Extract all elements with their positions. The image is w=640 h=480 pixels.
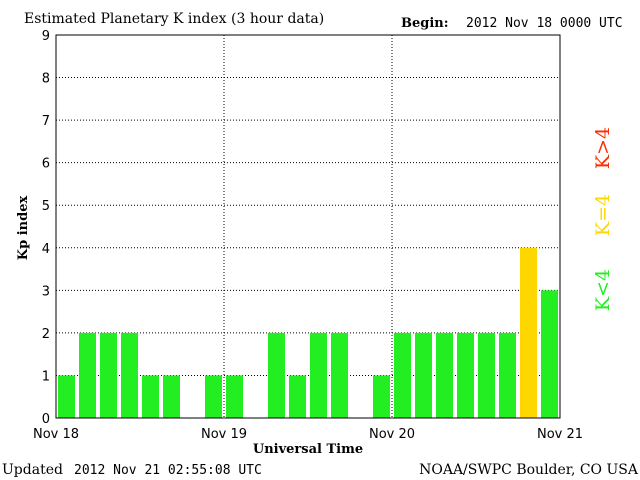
bars-group bbox=[58, 247, 558, 418]
kp-bar bbox=[205, 375, 222, 418]
y-tick-label: 0 bbox=[42, 412, 50, 427]
kp-bar bbox=[394, 332, 411, 418]
x-axis-label: Universal Time bbox=[253, 442, 363, 457]
kp-bar bbox=[100, 332, 117, 418]
begin-value: 2012 Nov 18 0000 UTC bbox=[466, 16, 623, 31]
updated-value: 2012 Nov 21 02:55:08 UTC bbox=[74, 463, 262, 478]
kp-bar bbox=[331, 332, 348, 418]
kp-bar bbox=[310, 332, 327, 418]
kp-bar bbox=[541, 290, 558, 418]
y-tick-label: 4 bbox=[42, 242, 50, 257]
plot-frame bbox=[55, 34, 561, 419]
y-tick-label: 3 bbox=[42, 284, 50, 299]
y-tick-label: 2 bbox=[42, 327, 50, 342]
x-tick-labels: Nov 18 Nov 19 Nov 20 Nov 21 bbox=[33, 427, 583, 442]
y-axis-label: Kp index bbox=[16, 196, 31, 261]
kp-bar bbox=[457, 332, 474, 418]
begin-label: Begin: bbox=[401, 16, 449, 31]
x-tick-label: Nov 19 bbox=[201, 427, 247, 442]
x-tick-label: Nov 18 bbox=[33, 427, 79, 442]
kp-bar bbox=[79, 332, 96, 418]
kp-bar bbox=[121, 332, 138, 418]
kp-bar bbox=[142, 375, 159, 418]
kp-bar bbox=[415, 332, 432, 418]
y-tick-label: 6 bbox=[42, 157, 50, 172]
kp-bar bbox=[478, 332, 495, 418]
kp-bar bbox=[499, 332, 516, 418]
y-tick-label: 7 bbox=[42, 114, 50, 129]
kp-bar bbox=[163, 375, 180, 418]
kp-bar bbox=[58, 375, 75, 418]
updated-label: Updated bbox=[2, 462, 63, 478]
y-tick-labels: 0 1 2 3 4 5 6 7 8 9 bbox=[42, 29, 50, 427]
y-tick-label: 5 bbox=[42, 199, 50, 214]
kp-bar bbox=[373, 375, 390, 418]
source-credit: NOAA/SWPC Boulder, CO USA bbox=[419, 462, 639, 478]
legend-k-equal-4: K=4 bbox=[592, 194, 614, 236]
y-tick-label: 8 bbox=[42, 72, 50, 87]
kp-bar bbox=[268, 332, 285, 418]
kp-bar bbox=[289, 375, 306, 418]
x-tick-label: Nov 20 bbox=[369, 427, 415, 442]
x-tick-label: Nov 21 bbox=[537, 427, 583, 442]
y-tick-label: 1 bbox=[42, 369, 50, 384]
y-tick-label: 9 bbox=[42, 29, 50, 44]
grid-lines bbox=[56, 35, 560, 418]
kp-bar bbox=[520, 247, 537, 418]
chart-title: Estimated Planetary K index (3 hour data… bbox=[24, 11, 324, 27]
kp-bar bbox=[226, 375, 243, 418]
legend-k-below-4: K<4 bbox=[592, 269, 614, 311]
kp-bar bbox=[436, 332, 453, 418]
legend-k-above-4: K>4 bbox=[592, 127, 614, 169]
